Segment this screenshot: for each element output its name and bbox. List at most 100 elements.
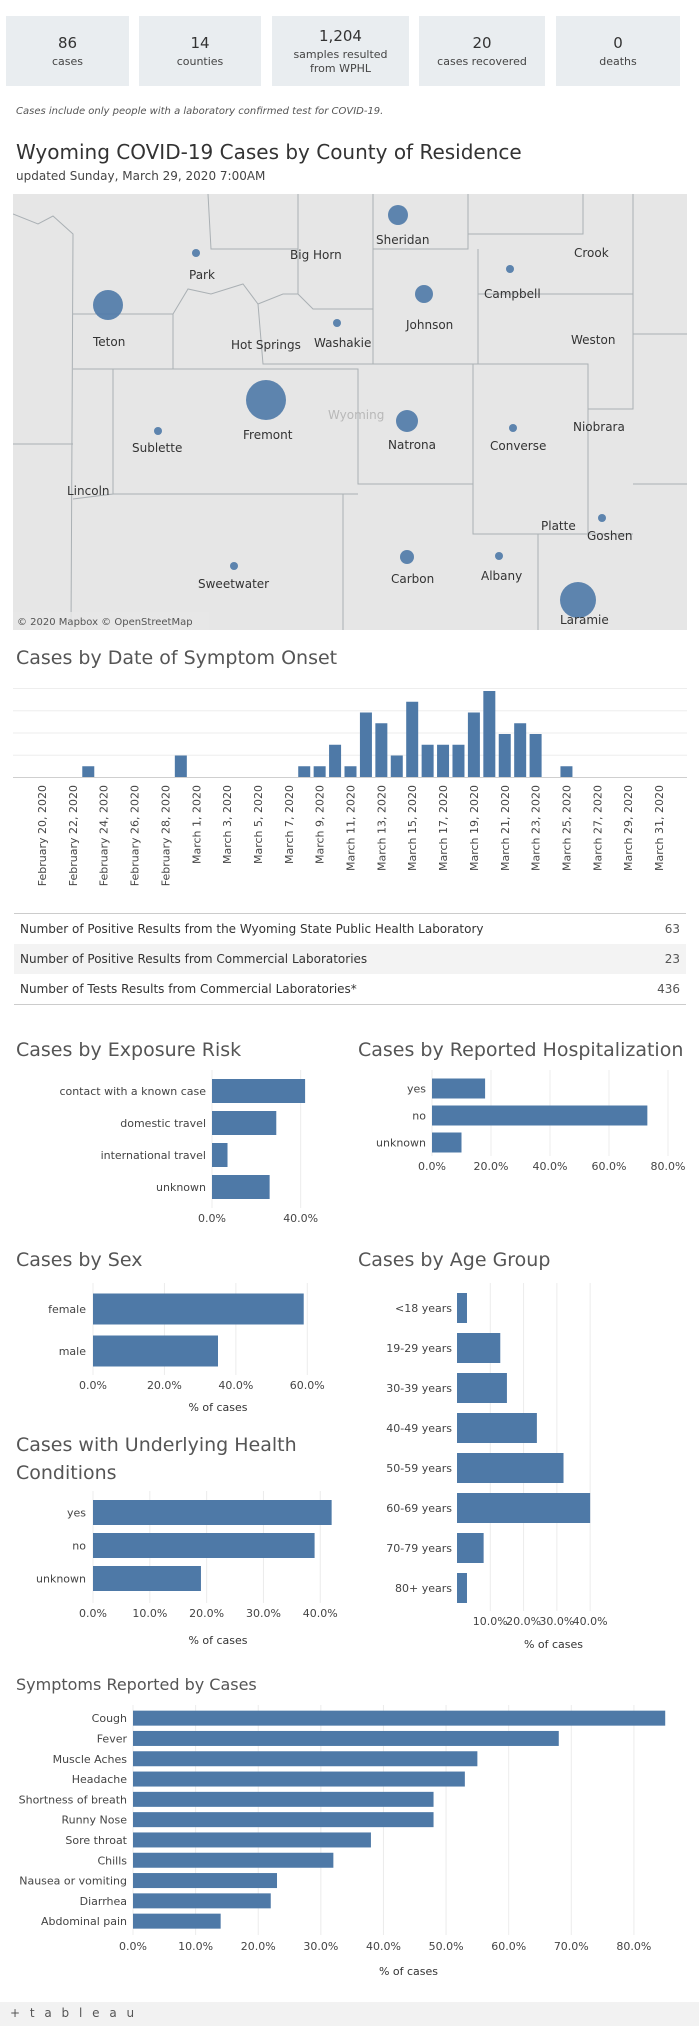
category-bar[interactable] [212, 1111, 277, 1135]
category-bar[interactable] [133, 1730, 559, 1746]
category-bar[interactable] [133, 1893, 271, 1909]
category-bar[interactable] [133, 1832, 371, 1848]
kpi-deaths: 0 deaths [556, 16, 680, 86]
row-value: 63 [664, 922, 680, 936]
category-bar[interactable] [133, 1791, 434, 1807]
bubble-campbell[interactable] [506, 265, 514, 273]
map-attribution[interactable]: © 2020 Mapbox © OpenStreetMap [17, 617, 193, 628]
bubble-natrona[interactable] [396, 410, 418, 432]
onset-bar[interactable] [529, 734, 542, 777]
onset-bar[interactable] [483, 691, 496, 777]
category-bar[interactable] [93, 1500, 332, 1525]
category-bar[interactable] [457, 1333, 501, 1363]
bubble-laramie[interactable] [560, 582, 596, 618]
category-bar[interactable] [133, 1812, 434, 1828]
category-bar[interactable] [457, 1373, 507, 1403]
county-label: Hot Springs [231, 338, 301, 352]
category-bar[interactable] [212, 1175, 270, 1199]
sex-chart[interactable]: 0.0% 20.0% 40.0% 60.0% female male % of cases [10, 1283, 350, 1418]
onset-bar[interactable] [329, 744, 342, 777]
county-boundaries [13, 194, 687, 630]
category-bar[interactable] [457, 1413, 537, 1443]
category-bar[interactable] [93, 1566, 201, 1591]
onset-tick-label: March 1, 2020 [190, 785, 203, 864]
category-bar[interactable] [457, 1573, 467, 1603]
bubble-washakie[interactable] [333, 319, 341, 327]
category-bar[interactable] [212, 1143, 228, 1167]
x-tick-label: 20.0% [189, 1607, 224, 1620]
kpi-label: samples resulted from WPHL [293, 47, 388, 75]
category-bar[interactable] [133, 1710, 666, 1726]
kpi-value: 20 [472, 33, 492, 52]
bubble-carbon[interactable] [400, 550, 414, 564]
onset-title: Cases by Date of Symptom Onset [16, 647, 338, 669]
symptoms-chart[interactable]: 0.0% 10.0% 20.0% 30.0% 40.0% 50.0% 60.0% 70.0% 8… [8, 1705, 690, 1995]
bubble-teton[interactable] [93, 290, 123, 320]
category-bar[interactable] [457, 1293, 467, 1323]
category-bar[interactable] [432, 1132, 462, 1153]
county-label: Teton [92, 335, 125, 349]
bubble-albany[interactable] [495, 552, 503, 560]
category-label: Cough [92, 1712, 127, 1725]
category-bar[interactable] [133, 1751, 478, 1767]
category-bar[interactable] [133, 1771, 465, 1787]
hospitalization-chart[interactable]: 0.0% 20.0% 40.0% 60.0% 80.0% yes no unknown [350, 1070, 690, 1182]
onset-bar[interactable] [298, 766, 311, 777]
onset-bar[interactable] [467, 712, 480, 778]
onset-tick-label: March 29, 2020 [622, 785, 635, 871]
bubble-park[interactable] [192, 249, 200, 257]
county-label: Weston [571, 333, 615, 347]
onset-bar[interactable] [498, 734, 511, 777]
category-label: Shortness of breath [19, 1793, 127, 1806]
case-bubbles[interactable] [93, 205, 606, 618]
onset-bar[interactable] [421, 744, 434, 777]
category-bar[interactable] [457, 1533, 484, 1563]
kpi-counties: 14 counties [139, 16, 261, 86]
category-bar[interactable] [93, 1533, 315, 1558]
x-tick-label: 20.0% [506, 1615, 541, 1628]
category-bar[interactable] [457, 1453, 564, 1483]
county-label: Park [189, 268, 215, 282]
onset-bar[interactable] [452, 744, 465, 777]
county-label: Carbon [391, 572, 434, 586]
category-bar[interactable] [133, 1873, 278, 1889]
category-bar[interactable] [93, 1293, 304, 1325]
bubble-sheridan[interactable] [388, 205, 408, 225]
category-bar[interactable] [93, 1335, 218, 1367]
bubble-goshen[interactable] [598, 514, 606, 522]
county-map[interactable]: Sheridan Crook Big Horn Park Campbell Jo… [13, 194, 687, 630]
exposure-chart[interactable]: 0.0% 40.0% contact with a known case domest… [10, 1070, 350, 1235]
bubble-johnson[interactable] [415, 285, 433, 303]
onset-bar[interactable] [560, 766, 573, 777]
age-chart[interactable]: 10.0%20.0%30.0%40.0% <18 years 19-29 years… [350, 1283, 690, 1658]
onset-bar[interactable] [375, 723, 388, 777]
onset-bar[interactable] [359, 712, 372, 778]
onset-bar[interactable] [406, 701, 419, 777]
onset-bar[interactable] [313, 766, 326, 777]
bubble-sweetwater[interactable] [230, 562, 238, 570]
category-bar[interactable] [133, 1913, 221, 1929]
onset-bar[interactable] [82, 766, 95, 777]
onset-chart[interactable]: February 20, 2020 February 22, 2020 Februa… [13, 688, 687, 910]
county-label: Albany [481, 569, 522, 583]
category-bar[interactable] [212, 1079, 306, 1103]
category-bar[interactable] [432, 1105, 648, 1126]
bubble-converse[interactable] [509, 424, 517, 432]
onset-bar[interactable] [344, 766, 357, 777]
onset-bar[interactable] [514, 723, 527, 777]
county-label: Niobrara [573, 420, 625, 434]
category-bar[interactable] [133, 1852, 334, 1868]
category-bar[interactable] [432, 1078, 486, 1099]
bubble-sublette[interactable] [154, 427, 162, 435]
county-label: Fremont [243, 428, 293, 442]
row-label: Number of Positive Results from Commerci… [20, 952, 368, 966]
bubble-fremont[interactable] [246, 380, 286, 420]
onset-bar[interactable] [174, 755, 187, 778]
onset-bar[interactable] [437, 744, 450, 777]
category-bar[interactable] [457, 1493, 591, 1523]
tableau-logo[interactable]: + t a b l e a u [10, 2006, 138, 2020]
underlying-chart[interactable]: 0.0% 10.0% 20.0% 30.0% 40.0% yes no unknown % of… [10, 1491, 350, 1656]
onset-bar[interactable] [390, 755, 403, 778]
category-label: unknown [376, 1137, 426, 1150]
